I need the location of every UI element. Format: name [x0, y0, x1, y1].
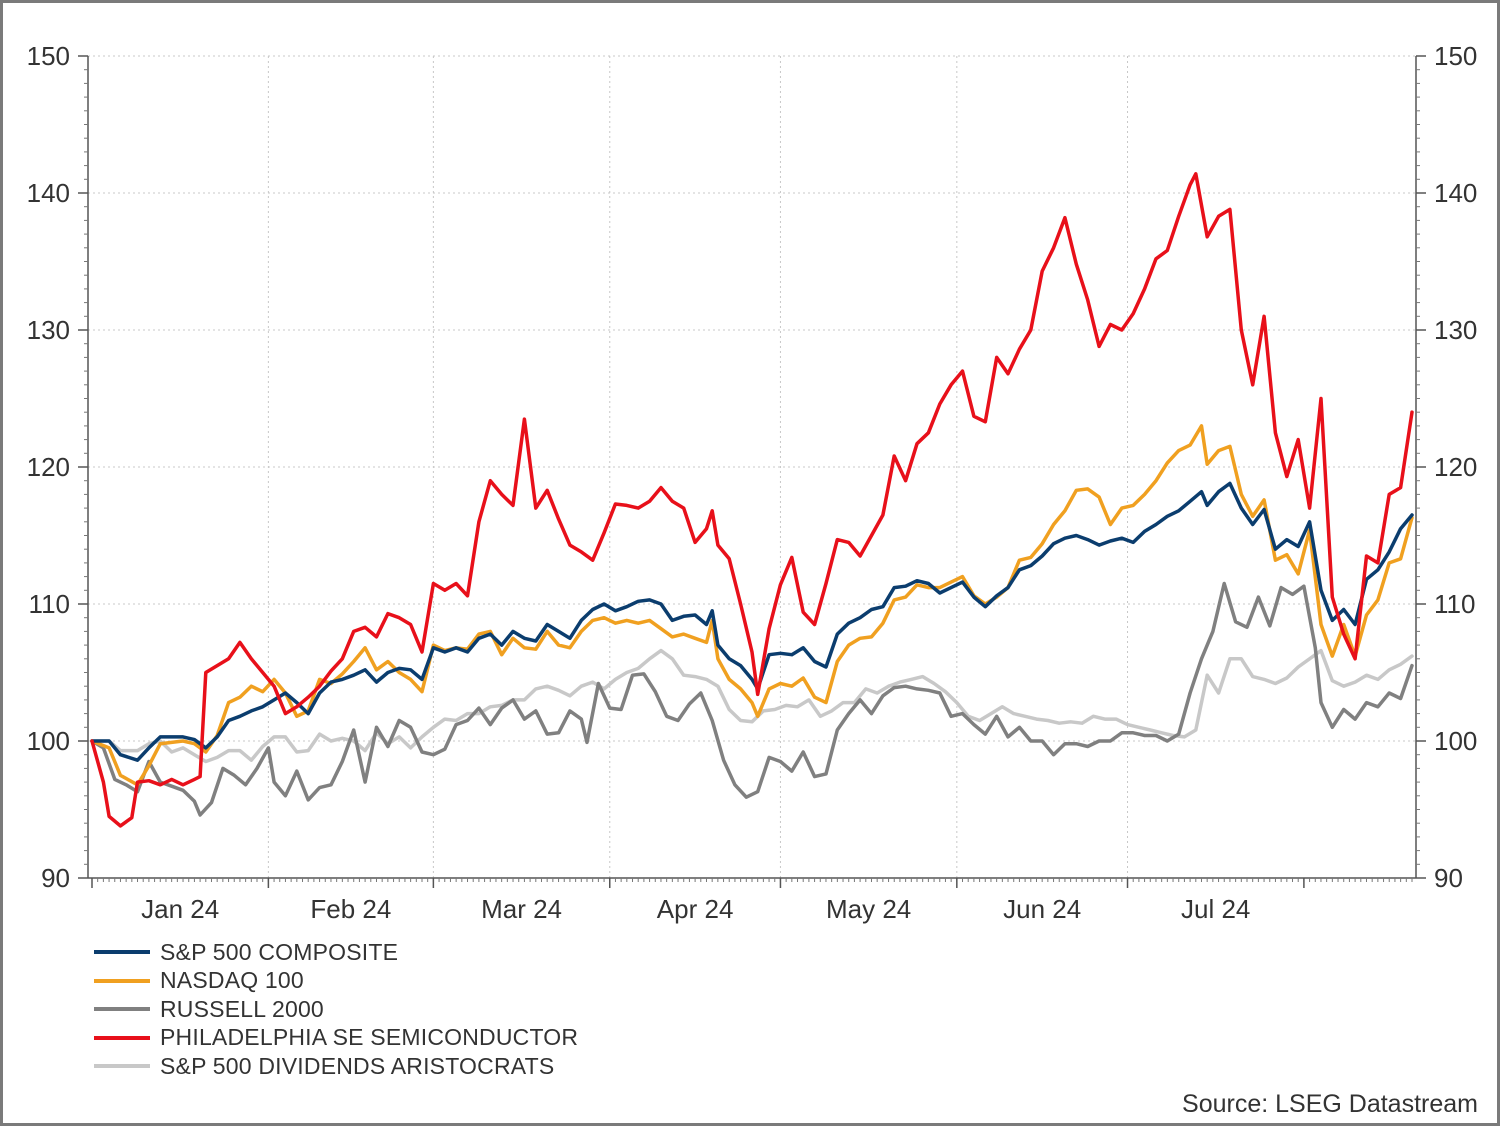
x-tick-label: Apr 24	[657, 894, 734, 924]
legend-swatch	[94, 978, 150, 983]
y-tick-label-left: 150	[27, 41, 70, 71]
legend-swatch	[94, 1064, 150, 1069]
x-tick-label: May 24	[826, 894, 911, 924]
y-tick-label-left: 120	[27, 452, 70, 482]
series-line	[90, 424, 1414, 787]
legend: S&P 500 COMPOSITE NASDAQ 100 RUSSELL 200…	[94, 938, 578, 1081]
y-tick-label-right: 100	[1434, 726, 1477, 756]
y-tick-label-left: 100	[27, 726, 70, 756]
y-tick-label-right: 130	[1434, 315, 1477, 345]
y-tick-label-left: 90	[41, 863, 70, 893]
y-tick-label-left: 130	[27, 315, 70, 345]
legend-swatch	[94, 1035, 150, 1040]
x-tick-label: Mar 24	[481, 894, 562, 924]
y-tick-label-right: 120	[1434, 452, 1477, 482]
y-tick-label-left: 140	[27, 178, 70, 208]
y-tick-label-right: 90	[1434, 863, 1463, 893]
x-tick-label: Jun 24	[1003, 894, 1081, 924]
x-tick-label: Jul 24	[1181, 894, 1250, 924]
legend-item: S&P 500 DIVIDENDS ARISTOCRATS	[94, 1052, 578, 1081]
legend-item: PHILADELPHIA SE SEMICONDUCTOR	[94, 1024, 578, 1053]
y-tick-label-right: 110	[1434, 589, 1475, 619]
source-note: Source: LSEG Datastream	[1182, 1090, 1478, 1118]
legend-swatch	[94, 1007, 150, 1012]
x-tick-label: Jan 24	[141, 894, 219, 924]
legend-label: NASDAQ 100	[160, 967, 304, 994]
legend-label: S&P 500 COMPOSITE	[160, 938, 399, 965]
legend-swatch	[94, 950, 150, 955]
legend-item: S&P 500 COMPOSITE	[94, 938, 578, 967]
y-tick-label-left: 110	[29, 589, 70, 619]
legend-label: PHILADELPHIA SE SEMICONDUCTOR	[160, 1024, 579, 1051]
legend-label: RUSSELL 2000	[160, 995, 324, 1022]
y-tick-label-right: 140	[1434, 178, 1477, 208]
legend-label: S&P 500 DIVIDENDS ARISTOCRATS	[160, 1052, 555, 1079]
x-tick-label: Feb 24	[310, 894, 391, 924]
series-line	[90, 581, 1414, 817]
legend-item: NASDAQ 100	[94, 967, 578, 996]
y-tick-label-right: 150	[1434, 41, 1477, 71]
series-line	[90, 172, 1414, 828]
legend-item: RUSSELL 2000	[94, 995, 578, 1024]
